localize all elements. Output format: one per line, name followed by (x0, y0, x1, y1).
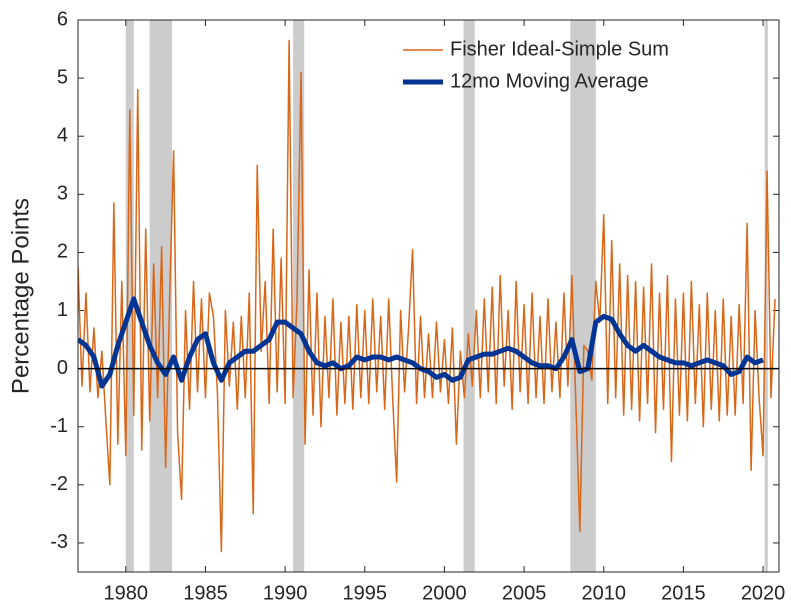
recession-band (764, 20, 768, 572)
y-tick-label: -3 (50, 531, 68, 553)
y-tick-label: 4 (57, 124, 68, 146)
x-tick-label: 2000 (422, 582, 467, 604)
x-tick-label: 1985 (183, 582, 228, 604)
y-tick-label: 2 (57, 241, 68, 263)
recession-band (125, 20, 134, 572)
y-tick-label: 3 (57, 183, 68, 205)
y-tick-label: 5 (57, 66, 68, 88)
recession-band (463, 20, 475, 572)
x-tick-label: 2010 (582, 582, 627, 604)
y-tick-label: 1 (57, 299, 68, 321)
x-tick-label: 2020 (741, 582, 786, 604)
plot-frame (77, 19, 780, 573)
x-tick-label: 1980 (104, 582, 149, 604)
legend-label: Fisher Ideal-Simple Sum (450, 38, 669, 60)
plot-background (78, 20, 779, 572)
y-tick-label: -2 (50, 473, 68, 495)
y-axis-label: Percentage Points (7, 198, 34, 394)
x-tick-label: 2015 (661, 582, 706, 604)
recession-band (293, 20, 305, 572)
x-tick-label: 1995 (343, 582, 388, 604)
x-tick-label: 2005 (502, 582, 547, 604)
y-tick-label: 6 (57, 8, 68, 30)
recession-band (570, 20, 596, 572)
legend-label: 12mo Moving Average (450, 70, 649, 92)
x-tick-label: 1990 (263, 582, 308, 604)
series-line (78, 39, 776, 553)
y-tick-label: 0 (57, 357, 68, 379)
y-tick-label: -1 (50, 415, 68, 437)
